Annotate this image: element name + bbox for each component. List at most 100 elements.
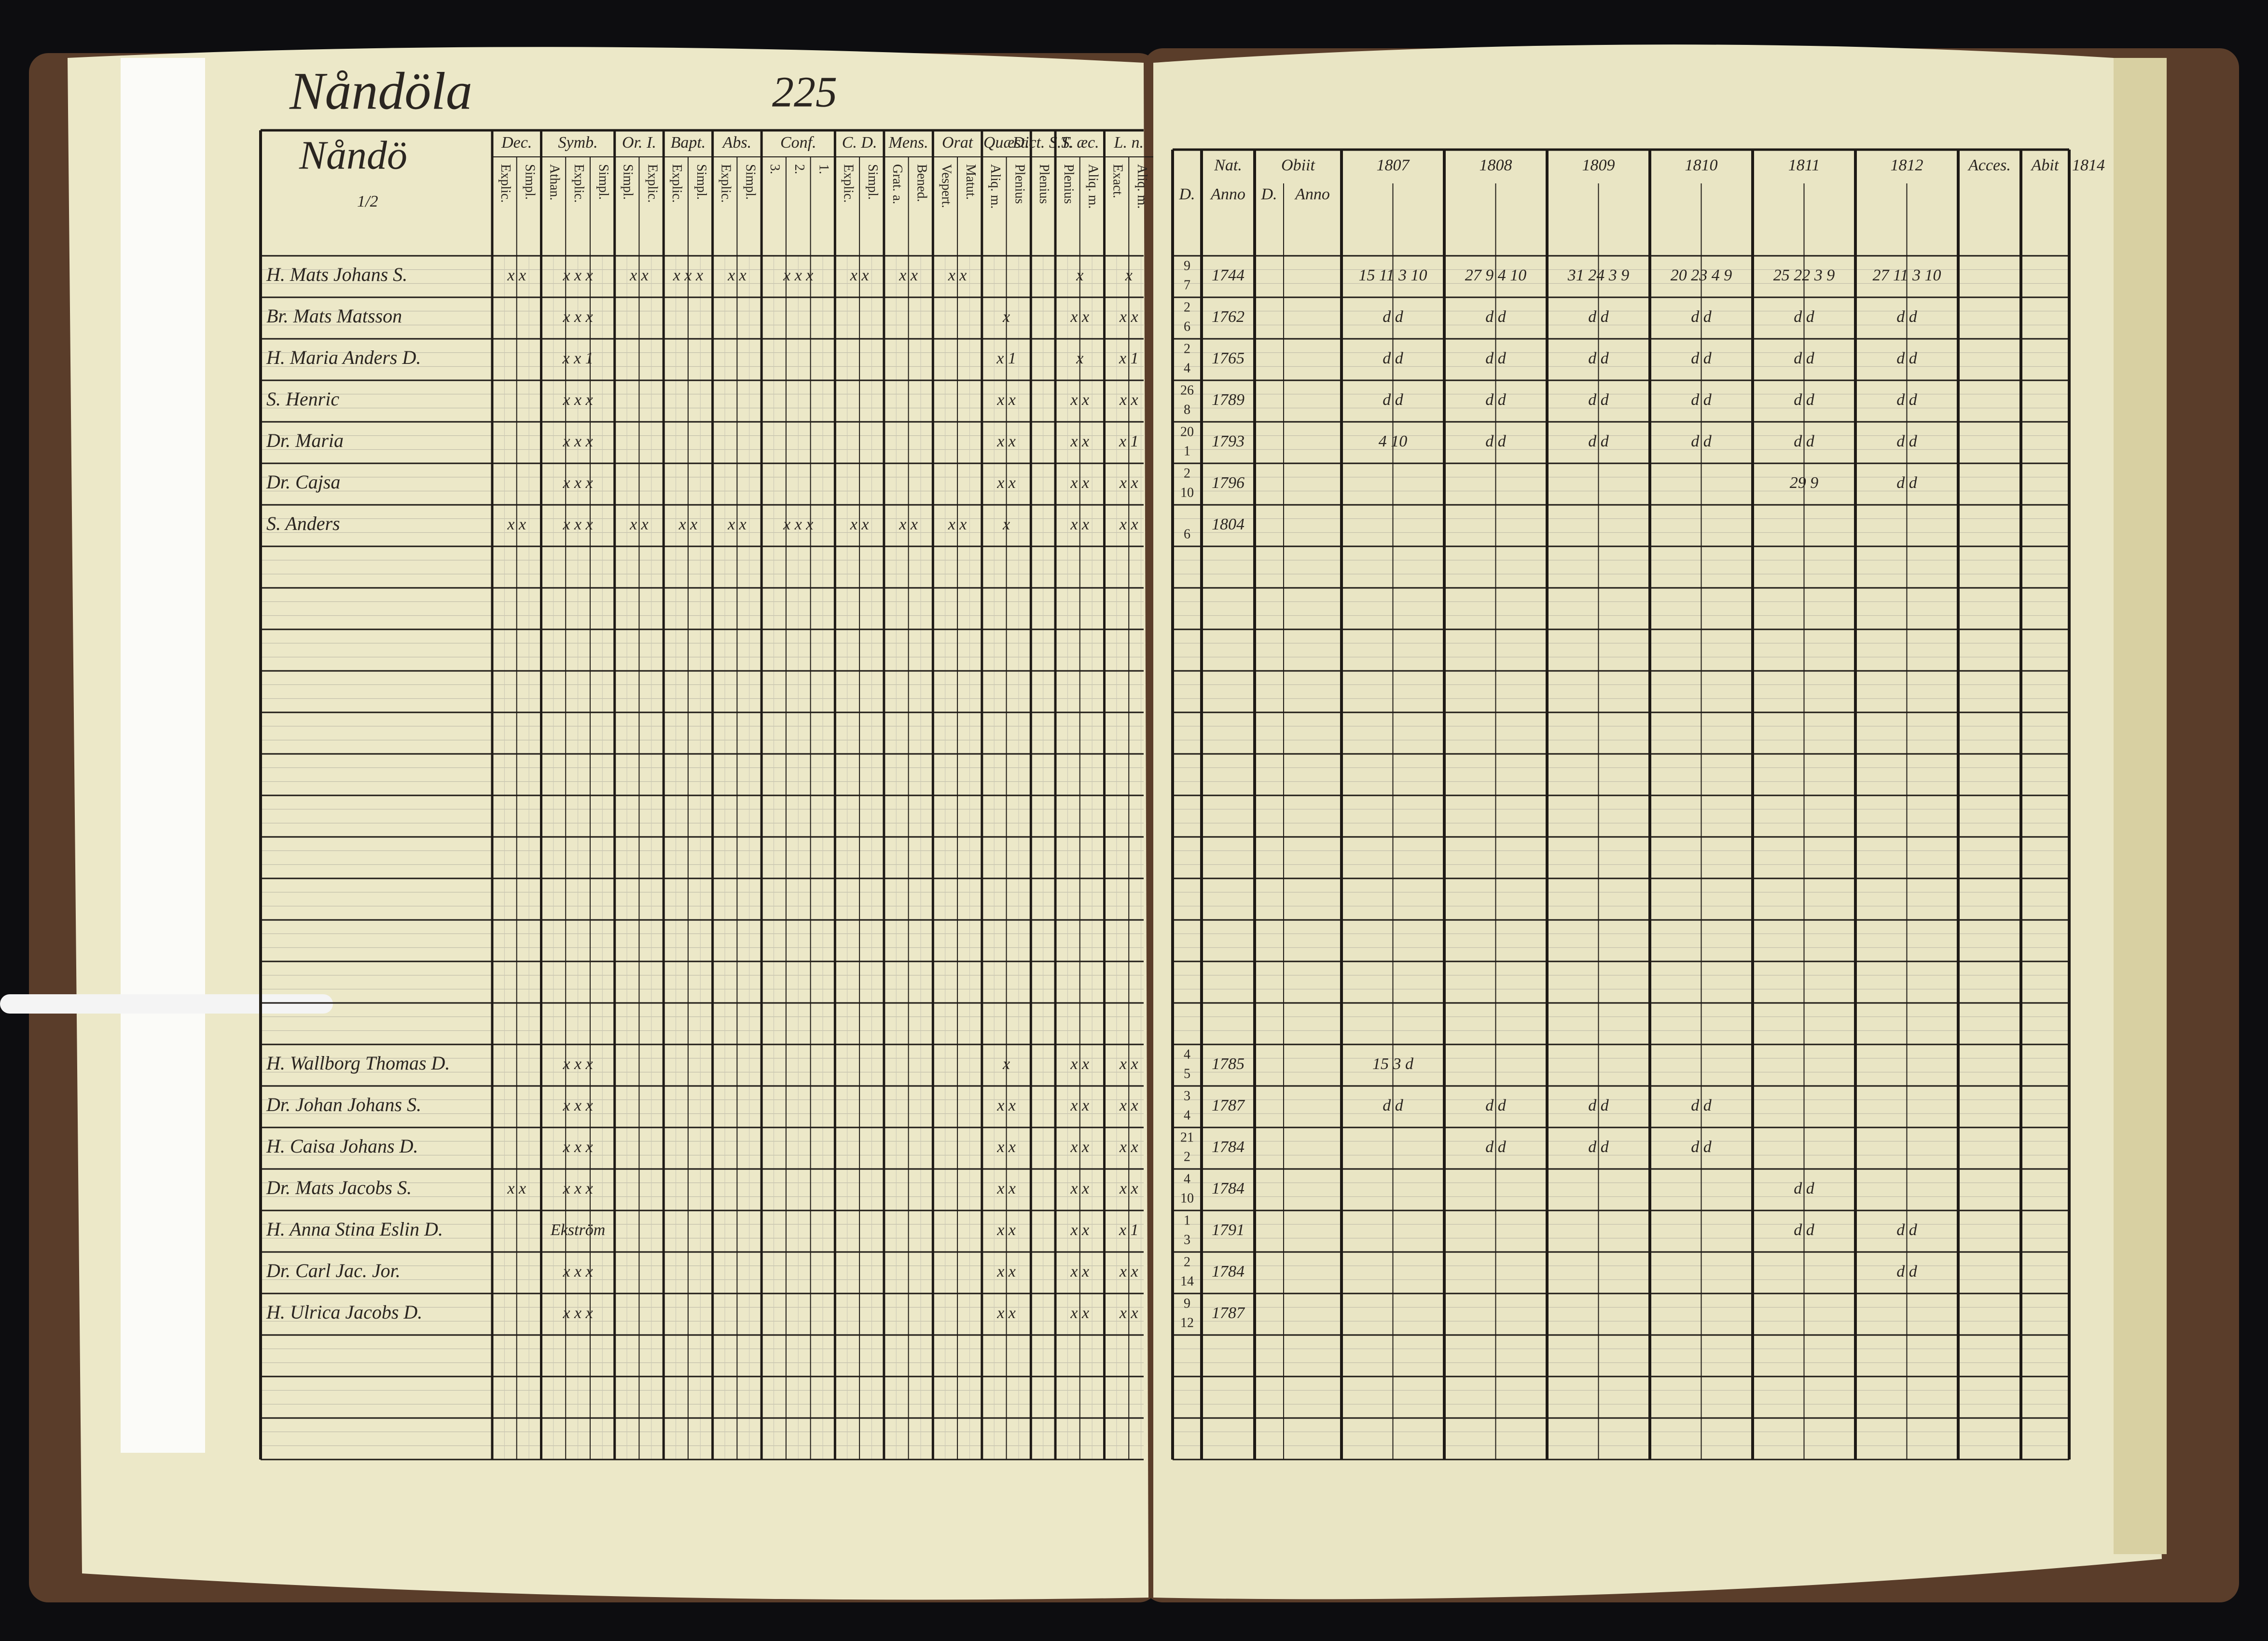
catechism-mark: x x xyxy=(996,432,1016,450)
year-mark: d d xyxy=(1383,308,1404,326)
birth-day: 26 xyxy=(1180,383,1194,398)
catechism-mark: x x xyxy=(727,515,747,533)
right-page xyxy=(1153,44,2162,1599)
year-mark: 27 11 3 10 xyxy=(1873,266,1941,284)
catechism-mark: x x xyxy=(507,515,526,533)
year-mark: d d xyxy=(1485,1138,1507,1156)
birth-month: 12 xyxy=(1180,1315,1194,1330)
birth-day: 20 xyxy=(1180,424,1194,439)
year-mark: d d xyxy=(1588,391,1609,409)
year-mark: d d xyxy=(1485,391,1507,409)
catechism-mark: x x xyxy=(678,515,698,533)
catechism-mark: x x xyxy=(1119,1304,1138,1322)
birth-year: 1804 xyxy=(1212,515,1245,533)
person-name: S. Henric xyxy=(266,388,339,410)
year-mark: d d xyxy=(1896,308,1918,326)
birth-year: 1787 xyxy=(1212,1097,1245,1114)
group-title: Mens. xyxy=(888,134,928,152)
birth-day: 2 xyxy=(1184,300,1190,315)
catechism-mark: x x xyxy=(1070,308,1089,326)
page-number: 225 xyxy=(772,69,837,116)
year-mark: 4 10 xyxy=(1379,432,1408,450)
catechism-mark: x 1 xyxy=(1119,349,1139,367)
sub-header: Matut. xyxy=(963,164,978,200)
sub-header: Aliq. m. xyxy=(988,164,1003,209)
catechism-mark: x x xyxy=(1119,391,1138,409)
catechism-mark: x x xyxy=(1070,1097,1089,1114)
year-mark: d d xyxy=(1485,349,1507,367)
catechism-mark: x x 1 xyxy=(562,349,593,367)
catechism-mark: x x xyxy=(1070,1138,1089,1156)
birth-month: 4 xyxy=(1184,361,1190,375)
person-name: H. Maria Anders D. xyxy=(266,347,421,368)
catechism-mark: x x xyxy=(1070,391,1089,409)
catechism-mark: x x xyxy=(899,515,918,533)
birth-year: 1744 xyxy=(1212,266,1245,284)
sub-header: Explic. xyxy=(571,164,586,203)
catechism-mark: x x x xyxy=(562,1055,593,1073)
birth-year: 1765 xyxy=(1212,349,1245,367)
birth-day: 3 xyxy=(1184,1088,1190,1103)
sub-header: Plenius xyxy=(1012,164,1027,204)
sub-header: Athan. xyxy=(547,164,562,200)
catechism-mark: x x xyxy=(996,1263,1016,1280)
group-title: Bapt. xyxy=(671,134,706,152)
catechism-mark: x x xyxy=(996,1304,1016,1322)
year-mark: 20 23 4 9 xyxy=(1671,266,1732,284)
year-mark: 31 24 3 9 xyxy=(1567,266,1630,284)
birth-year: 1796 xyxy=(1212,474,1245,492)
abit-header: Abit xyxy=(2031,156,2060,174)
catechism-mark: x x xyxy=(629,515,649,533)
year-header: 1809 xyxy=(1582,156,1615,174)
year-mark: d d xyxy=(1794,391,1815,409)
catechism-mark: x x x xyxy=(783,266,813,284)
year-mark: d d xyxy=(1794,432,1815,450)
year-mark: d d xyxy=(1691,349,1712,367)
group-title: Orat xyxy=(942,134,974,152)
group-title: Dict. S.S. xyxy=(1012,134,1074,152)
year-mark: d d xyxy=(1794,308,1815,326)
catechism-mark: x x xyxy=(948,266,967,284)
birth-year: 1791 xyxy=(1212,1221,1245,1239)
birth-month: 2 xyxy=(1184,1149,1190,1164)
catechism-mark: x x x xyxy=(562,391,593,409)
birth-day: 9 xyxy=(1184,1296,1190,1311)
sub-header: Simpl. xyxy=(523,164,538,200)
birth-month: 10 xyxy=(1180,1191,1194,1206)
birth-month: 10 xyxy=(1180,485,1194,500)
catechism-mark: x x xyxy=(996,1180,1016,1197)
birth-month: 8 xyxy=(1184,402,1190,417)
catechism-mark: x x x xyxy=(562,1180,593,1197)
catechism-mark: x x xyxy=(1070,1304,1089,1322)
year-mark: d d xyxy=(1691,1097,1712,1114)
year-mark: d d xyxy=(1896,1263,1918,1280)
year-mark: 15 11 3 10 xyxy=(1359,266,1427,284)
birth-month: 3 xyxy=(1184,1232,1190,1247)
catechism-mark: x x xyxy=(1119,1180,1138,1197)
person-name: H. Wallborg Thomas D. xyxy=(266,1052,450,1074)
catechism-mark: x x xyxy=(629,266,649,284)
birth-month: 1 xyxy=(1184,444,1190,459)
sub-header: Explic. xyxy=(645,164,660,203)
group-title: Quæst. xyxy=(983,134,1029,152)
person-name: Dr. Johan Johans S. xyxy=(266,1094,421,1115)
year-mark: d d xyxy=(1896,391,1918,409)
group-title: Symb. xyxy=(558,134,598,152)
catechism-mark: x x xyxy=(507,1180,526,1197)
birth-day: 4 xyxy=(1184,1171,1190,1186)
year-mark: d d xyxy=(1794,1221,1815,1239)
nat-day-header: D. xyxy=(1178,185,1195,203)
catechism-mark: x x xyxy=(996,1097,1016,1114)
sub-header: Simpl. xyxy=(621,164,636,200)
catechism-mark: Ekström xyxy=(550,1221,605,1239)
catechism-mark: x x xyxy=(996,1221,1016,1239)
year-header: 1808 xyxy=(1480,156,1512,174)
person-name: H. Ulrica Jacobs D. xyxy=(266,1301,422,1323)
sub-header: Explic. xyxy=(498,164,513,203)
year-mark: d d xyxy=(1896,349,1918,367)
plastic-marker xyxy=(0,994,333,1014)
sub-header: Exact. xyxy=(1110,164,1125,198)
birth-year: 1787 xyxy=(1212,1304,1245,1322)
catechism-mark: x xyxy=(1002,515,1010,533)
